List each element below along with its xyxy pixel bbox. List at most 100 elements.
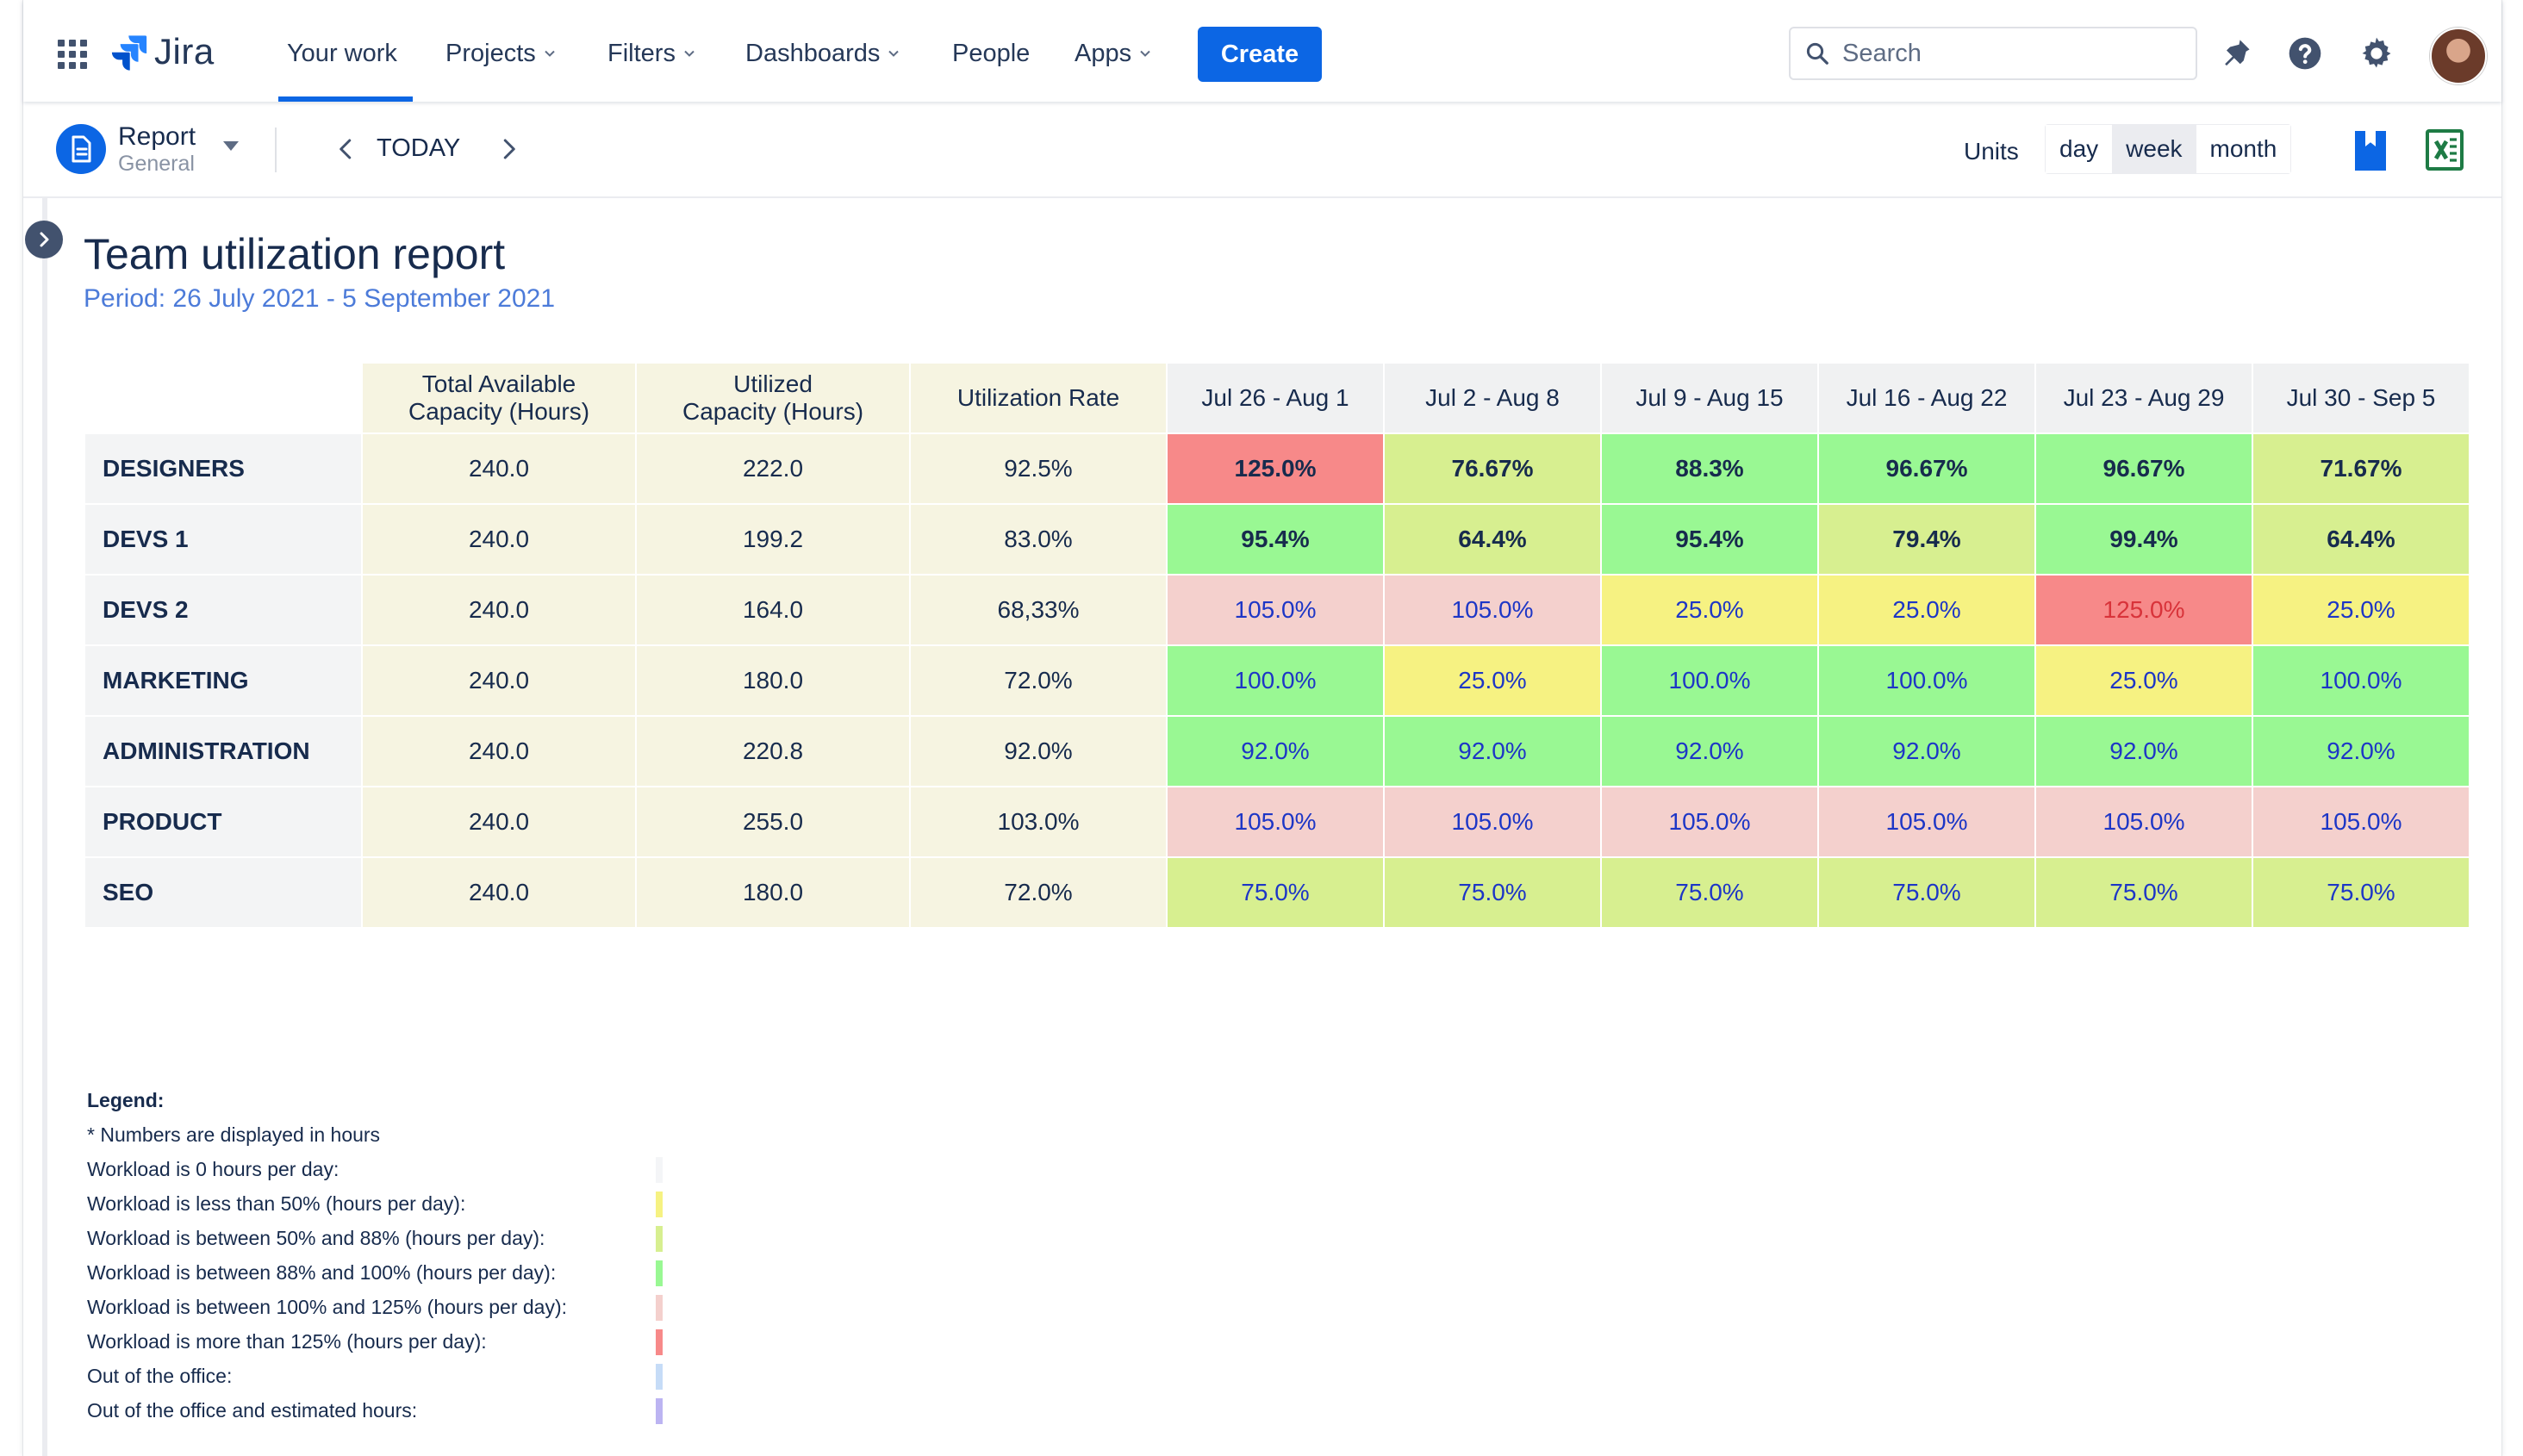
- create-button[interactable]: Create: [1198, 27, 1322, 82]
- notification-icon[interactable]: [2217, 34, 2255, 72]
- week-utilization-cell[interactable]: 100.0%: [1166, 644, 1385, 717]
- legend-item-label: Out of the office and estimated hours:: [87, 1399, 418, 1422]
- avatar[interactable]: [2430, 28, 2487, 84]
- utilized-capacity-cell: 180.0: [635, 856, 911, 929]
- nav-people-label: People: [952, 39, 1031, 67]
- report-title[interactable]: Report: [118, 122, 196, 151]
- today-button[interactable]: TODAY: [377, 134, 461, 162]
- table-row: DESIGNERS 240.0 222.0 92.5% 125.0% 76.67% 88.3…: [84, 432, 2470, 505]
- week-utilization-cell[interactable]: 105.0%: [1383, 574, 1602, 646]
- week-utilization-cell[interactable]: 75.0%: [1817, 856, 2036, 929]
- chevron-right-icon[interactable]: [495, 136, 521, 162]
- week-utilization-cell[interactable]: 25.0%: [1383, 644, 1602, 717]
- week-utilization-cell[interactable]: 100.0%: [1600, 644, 1819, 717]
- nav-projects[interactable]: Projects: [445, 34, 555, 72]
- week-utilization-cell[interactable]: 92.0%: [1817, 715, 2036, 787]
- header-total-capacity: Total Available Capacity (Hours): [361, 362, 637, 434]
- total-capacity-cell: 240.0: [361, 574, 637, 646]
- week-utilization-cell[interactable]: 95.4%: [1600, 503, 1819, 576]
- legend-item: Workload is more than 125% (hours per da…: [87, 1324, 690, 1359]
- header-utilized-line2: Capacity (Hours): [682, 398, 864, 425]
- week-utilization-cell[interactable]: 125.0%: [2034, 574, 2253, 646]
- week-utilization-cell[interactable]: 100.0%: [1817, 644, 2036, 717]
- table-row: MARKETING 240.0 180.0 72.0% 100.0% 25.0% 100.0…: [84, 644, 2470, 717]
- bookmark-icon[interactable]: [2350, 128, 2391, 172]
- nav-your-work-label: Your work: [287, 39, 397, 67]
- app-switcher-icon[interactable]: [58, 40, 87, 69]
- week-utilization-cell[interactable]: 100.0%: [2252, 644, 2470, 717]
- nav-dashboards-label: Dashboards: [745, 39, 881, 67]
- chevron-down-icon: [684, 50, 695, 57]
- unit-week-button[interactable]: week: [2112, 125, 2196, 173]
- utilized-capacity-cell: 180.0: [635, 644, 911, 717]
- week-utilization-cell[interactable]: 92.0%: [1383, 715, 1602, 787]
- legend-note: * Numbers are displayed in hours: [87, 1123, 381, 1146]
- chevron-right-icon: [40, 232, 49, 247]
- utilized-capacity-cell: 199.2: [635, 503, 911, 576]
- week-utilization-cell[interactable]: 25.0%: [2034, 644, 2253, 717]
- week-utilization-cell[interactable]: 25.0%: [1600, 574, 1819, 646]
- nav-dashboards[interactable]: Dashboards: [745, 34, 900, 72]
- nav-people[interactable]: People: [952, 34, 1030, 72]
- legend-color-swatch: [656, 1192, 663, 1217]
- week-utilization-cell[interactable]: 105.0%: [1166, 786, 1385, 858]
- chevron-left-icon[interactable]: [333, 136, 359, 162]
- week-utilization-cell[interactable]: 105.0%: [2034, 786, 2253, 858]
- unit-day-button[interactable]: day: [2046, 125, 2113, 173]
- nav-your-work[interactable]: Your work: [287, 34, 397, 72]
- nav-filters[interactable]: Filters: [607, 34, 695, 72]
- week-utilization-cell[interactable]: 105.0%: [1600, 786, 1819, 858]
- report-icon[interactable]: [56, 124, 106, 174]
- help-icon[interactable]: [2286, 34, 2324, 72]
- week-utilization-cell[interactable]: 92.0%: [2034, 715, 2253, 787]
- week-utilization-cell[interactable]: 25.0%: [2252, 574, 2470, 646]
- nav-apps[interactable]: Apps: [1075, 34, 1150, 72]
- week-utilization-cell[interactable]: 92.0%: [1166, 715, 1385, 787]
- settings-icon[interactable]: [2358, 34, 2395, 72]
- expand-sidebar-button[interactable]: [25, 221, 63, 258]
- unit-month-button[interactable]: month: [2196, 125, 2291, 173]
- header-week: Jul 2 - Aug 8: [1383, 362, 1602, 434]
- week-utilization-cell[interactable]: 99.4%: [2034, 503, 2253, 576]
- week-utilization-cell[interactable]: 95.4%: [1166, 503, 1385, 576]
- table-row: DEVS 2 240.0 164.0 68,33% 105.0% 105.0% 25.0% 2…: [84, 574, 2470, 646]
- header-utilized-capacity: Utilized Capacity (Hours): [635, 362, 911, 434]
- legend-item: Workload is 0 hours per day:: [87, 1152, 690, 1186]
- week-utilization-cell[interactable]: 76.67%: [1383, 432, 1602, 505]
- jira-logo-text: Jira: [154, 31, 215, 72]
- jira-logo[interactable]: Jira: [109, 31, 215, 72]
- week-utilization-cell[interactable]: 125.0%: [1166, 432, 1385, 505]
- team-name-cell: DEVS 1: [84, 503, 363, 576]
- table-row: PRODUCT 240.0 255.0 103.0% 105.0% 105.0% 105.0…: [84, 786, 2470, 858]
- week-utilization-cell[interactable]: 64.4%: [1383, 503, 1602, 576]
- report-toolbar: Report General TODAY Units day week mont…: [23, 103, 2501, 198]
- week-utilization-cell[interactable]: 105.0%: [1383, 786, 1602, 858]
- week-utilization-cell[interactable]: 96.67%: [1817, 432, 2036, 505]
- search-input[interactable]: [1841, 38, 2171, 69]
- week-utilization-cell[interactable]: 75.0%: [1600, 856, 1819, 929]
- report-dropdown-caret[interactable]: [223, 141, 239, 151]
- table-body: DESIGNERS 240.0 222.0 92.5% 125.0% 76.67% 88.3…: [84, 432, 2470, 929]
- week-utilization-cell[interactable]: 64.4%: [2252, 503, 2470, 576]
- legend-color-swatch: [656, 1295, 663, 1321]
- week-utilization-cell[interactable]: 105.0%: [1817, 786, 2036, 858]
- legend-item-label: Workload is between 100% and 125% (hours…: [87, 1296, 568, 1318]
- week-utilization-cell[interactable]: 25.0%: [1817, 574, 2036, 646]
- excel-icon[interactable]: [2424, 128, 2465, 172]
- week-utilization-cell[interactable]: 92.0%: [2252, 715, 2470, 787]
- week-utilization-cell[interactable]: 96.67%: [2034, 432, 2253, 505]
- legend-item-label: Workload is less than 50% (hours per day…: [87, 1192, 466, 1215]
- week-utilization-cell[interactable]: 105.0%: [2252, 786, 2470, 858]
- week-utilization-cell[interactable]: 75.0%: [2252, 856, 2470, 929]
- week-utilization-cell[interactable]: 75.0%: [1166, 856, 1385, 929]
- search-box[interactable]: [1789, 27, 2197, 80]
- week-utilization-cell[interactable]: 105.0%: [1166, 574, 1385, 646]
- utilization-rate-cell: 68,33%: [909, 574, 1168, 646]
- week-utilization-cell[interactable]: 71.67%: [2252, 432, 2470, 505]
- week-utilization-cell[interactable]: 79.4%: [1817, 503, 2036, 576]
- week-utilization-cell[interactable]: 75.0%: [1383, 856, 1602, 929]
- legend-item-label: Workload is between 88% and 100% (hours …: [87, 1261, 557, 1284]
- week-utilization-cell[interactable]: 75.0%: [2034, 856, 2253, 929]
- week-utilization-cell[interactable]: 92.0%: [1600, 715, 1819, 787]
- week-utilization-cell[interactable]: 88.3%: [1600, 432, 1819, 505]
